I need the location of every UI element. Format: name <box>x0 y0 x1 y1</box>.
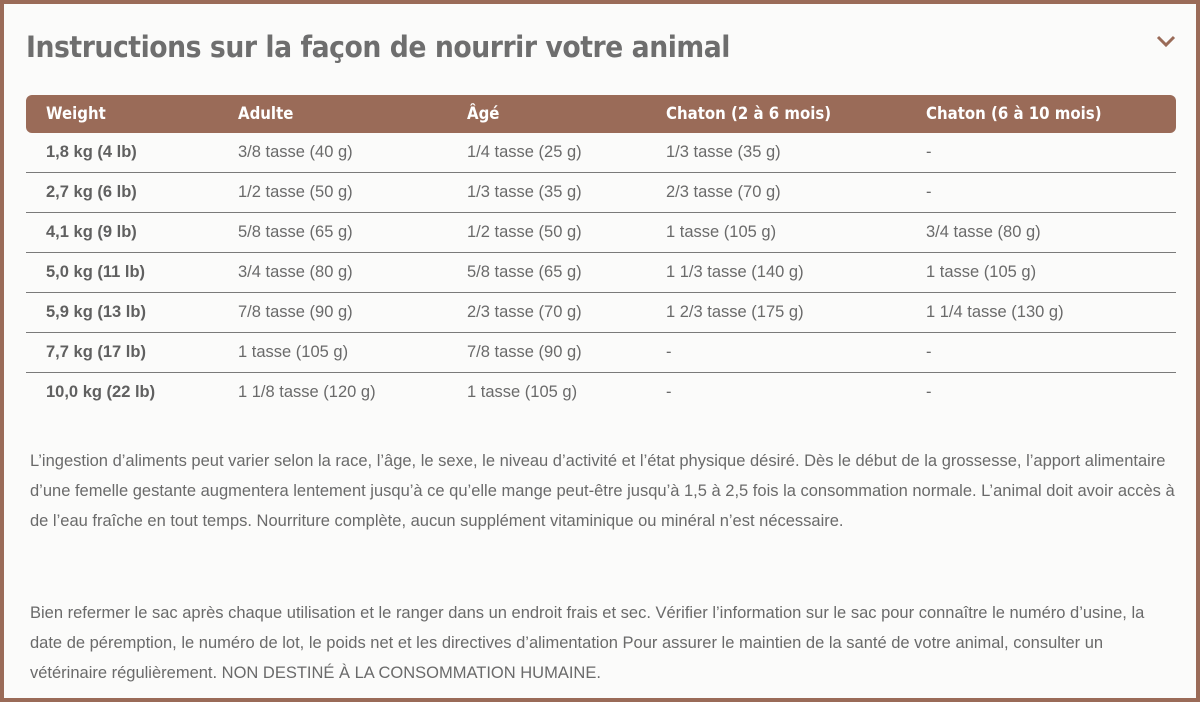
portion-cell: 3/8 tasse (40 g) <box>218 133 447 173</box>
portion-cell: - <box>666 383 672 401</box>
column-header-label: Weight <box>46 104 106 124</box>
column-header: Âgé <box>447 95 646 133</box>
column-header: Adulte <box>218 95 447 133</box>
portion-cell: 1 tasse (105 g) <box>218 332 447 373</box>
portion-cell: 1 1/8 tasse (120 g) <box>238 383 376 401</box>
weight-cell: 2,7 kg (6 lb) <box>26 172 218 213</box>
column-header-label: Chaton (6 à 10 mois) <box>926 104 1102 124</box>
column-header-label: Âgé <box>467 104 500 124</box>
table-row: 7,7 kg (17 lb) 1 tasse (105 g) 7/8 tasse (… <box>26 332 1176 373</box>
portion-cell: 2/3 tasse (70 g) <box>646 172 906 213</box>
portion-cell: - <box>906 133 1176 173</box>
portion-cell: - <box>646 332 906 373</box>
table-row: 2,7 kg (6 lb) 1/2 tasse (50 g) 1/3 tasse (… <box>26 172 1176 213</box>
column-header: Chaton (2 à 6 mois) <box>646 95 906 133</box>
portion-cell: 1/2 tasse (50 g) <box>447 212 646 253</box>
portion-cell: 5/8 tasse (65 g) <box>447 252 646 293</box>
portion-cell: 3/4 tasse (80 g) <box>906 212 1176 253</box>
portion-cell: 3/4 tasse (80 g) <box>218 252 447 293</box>
portion-cell: 1/3 tasse (35 g) <box>646 133 906 173</box>
storage-note-paragraph: Bien refermer le sac après chaque utilis… <box>30 604 1145 682</box>
portion-cell: 5/8 tasse (65 g) <box>218 212 447 253</box>
portion-cell: - <box>906 172 1176 213</box>
portion-cell: 1 1/4 tasse (130 g) <box>906 292 1176 333</box>
table-row: 10,0 kg (22 lb) 1 1/8 tasse (120 g) 1 tass… <box>26 373 1176 413</box>
portion-cell: 1/4 tasse (25 g) <box>447 133 646 173</box>
portion-cell: 7/8 tasse (90 g) <box>218 292 447 333</box>
table-header-row: Weight Adulte Âgé Chaton (2 à 6 mois) Chaton… <box>26 95 1176 133</box>
portion-cell: 1/2 tasse (50 g) <box>218 172 447 213</box>
column-header-label: Chaton (2 à 6 mois) <box>666 104 832 124</box>
table-row: 1,8 kg (4 lb) 3/8 tasse (40 g) 1/4 tasse (… <box>26 133 1176 173</box>
portion-cell: 1 tasse (105 g) <box>467 383 578 401</box>
portion-cell: 1/3 tasse (35 g) <box>447 172 646 213</box>
chevron-down-icon[interactable] <box>1156 34 1176 48</box>
portion-cell: 1 tasse (105 g) <box>646 212 906 253</box>
column-header: Weight <box>26 95 218 133</box>
table-row: 5,9 kg (13 lb) 7/8 tasse (90 g) 2/3 tasse … <box>26 292 1176 333</box>
weight-cell: 4,1 kg (9 lb) <box>26 212 218 253</box>
weight-cell: 1,8 kg (4 lb) <box>26 133 218 173</box>
portion-cell: 1 1/3 tasse (140 g) <box>646 252 906 293</box>
table-row: 4,1 kg (9 lb) 5/8 tasse (65 g) 1/2 tasse (… <box>26 212 1176 253</box>
weight-cell: 5,0 kg (11 lb) <box>26 252 218 293</box>
portion-cell: 2/3 tasse (70 g) <box>447 292 646 333</box>
weight-cell: 10,0 kg (22 lb) <box>46 383 156 401</box>
weight-cell: 5,9 kg (13 lb) <box>26 292 218 333</box>
column-header: Chaton (6 à 10 mois) <box>906 95 1176 133</box>
section-title: Instructions sur la façon de nourrir vot… <box>26 30 730 64</box>
column-header-label: Adulte <box>238 104 294 124</box>
portion-cell: 1 2/3 tasse (175 g) <box>646 292 906 333</box>
portion-cell: 7/8 tasse (90 g) <box>447 332 646 373</box>
portion-cell: - <box>906 332 1176 373</box>
weight-cell: 7,7 kg (17 lb) <box>26 332 218 373</box>
feeding-note-paragraph: L’ingestion d’aliments peut varier selon… <box>30 452 1175 530</box>
table-row: 5,0 kg (11 lb) 3/4 tasse (80 g) 5/8 tasse … <box>26 252 1176 293</box>
portion-cell: 1 tasse (105 g) <box>906 252 1176 293</box>
portion-cell: - <box>926 383 932 401</box>
feeding-table: Weight Adulte Âgé Chaton (2 à 6 mois) Chaton… <box>26 95 1176 412</box>
